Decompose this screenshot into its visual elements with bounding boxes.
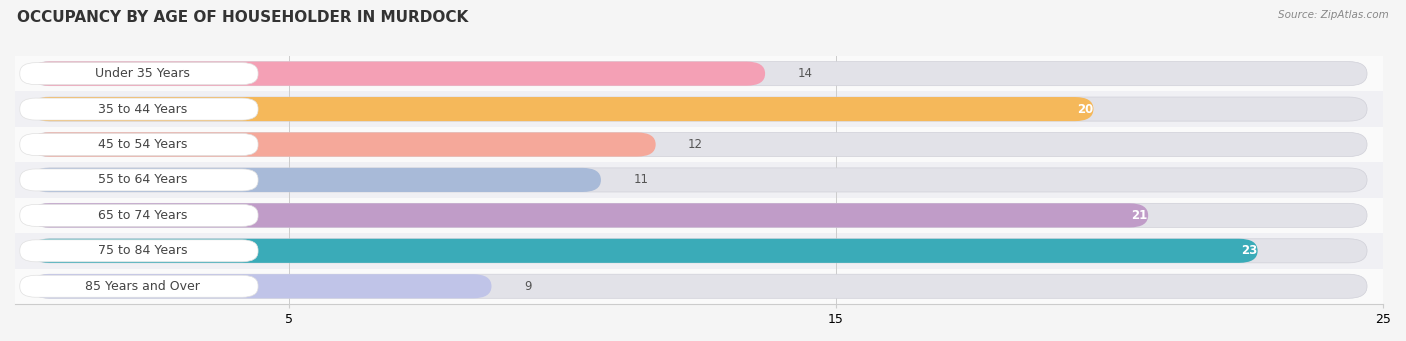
FancyBboxPatch shape — [15, 127, 1384, 162]
Text: 35 to 44 Years: 35 to 44 Years — [98, 103, 187, 116]
FancyBboxPatch shape — [20, 63, 259, 85]
FancyBboxPatch shape — [31, 97, 1367, 121]
FancyBboxPatch shape — [15, 268, 1384, 304]
Text: 11: 11 — [633, 174, 648, 187]
FancyBboxPatch shape — [31, 132, 655, 157]
FancyBboxPatch shape — [15, 198, 1384, 233]
FancyBboxPatch shape — [31, 203, 1367, 227]
FancyBboxPatch shape — [20, 98, 259, 120]
FancyBboxPatch shape — [20, 134, 259, 155]
Text: 20: 20 — [1077, 103, 1092, 116]
FancyBboxPatch shape — [31, 62, 1367, 86]
Text: Under 35 Years: Under 35 Years — [96, 67, 190, 80]
Text: 21: 21 — [1132, 209, 1147, 222]
FancyBboxPatch shape — [31, 97, 1094, 121]
Text: 9: 9 — [524, 280, 531, 293]
Text: Source: ZipAtlas.com: Source: ZipAtlas.com — [1278, 10, 1389, 20]
FancyBboxPatch shape — [20, 240, 259, 262]
Text: 23: 23 — [1241, 244, 1257, 257]
Text: 85 Years and Over: 85 Years and Over — [86, 280, 201, 293]
Text: 55 to 64 Years: 55 to 64 Years — [98, 174, 187, 187]
Text: 14: 14 — [797, 67, 813, 80]
FancyBboxPatch shape — [31, 239, 1367, 263]
Text: 12: 12 — [688, 138, 703, 151]
FancyBboxPatch shape — [31, 274, 1367, 298]
Text: 45 to 54 Years: 45 to 54 Years — [98, 138, 187, 151]
FancyBboxPatch shape — [31, 62, 765, 86]
FancyBboxPatch shape — [31, 203, 1149, 227]
FancyBboxPatch shape — [15, 91, 1384, 127]
FancyBboxPatch shape — [20, 169, 259, 191]
FancyBboxPatch shape — [31, 132, 1367, 157]
Text: OCCUPANCY BY AGE OF HOUSEHOLDER IN MURDOCK: OCCUPANCY BY AGE OF HOUSEHOLDER IN MURDO… — [17, 10, 468, 25]
FancyBboxPatch shape — [20, 204, 259, 226]
FancyBboxPatch shape — [15, 162, 1384, 198]
FancyBboxPatch shape — [20, 275, 259, 297]
FancyBboxPatch shape — [31, 168, 1367, 192]
FancyBboxPatch shape — [15, 56, 1384, 91]
Text: 75 to 84 Years: 75 to 84 Years — [98, 244, 187, 257]
FancyBboxPatch shape — [15, 233, 1384, 268]
FancyBboxPatch shape — [31, 239, 1257, 263]
FancyBboxPatch shape — [31, 274, 492, 298]
Text: 65 to 74 Years: 65 to 74 Years — [98, 209, 187, 222]
FancyBboxPatch shape — [31, 168, 600, 192]
